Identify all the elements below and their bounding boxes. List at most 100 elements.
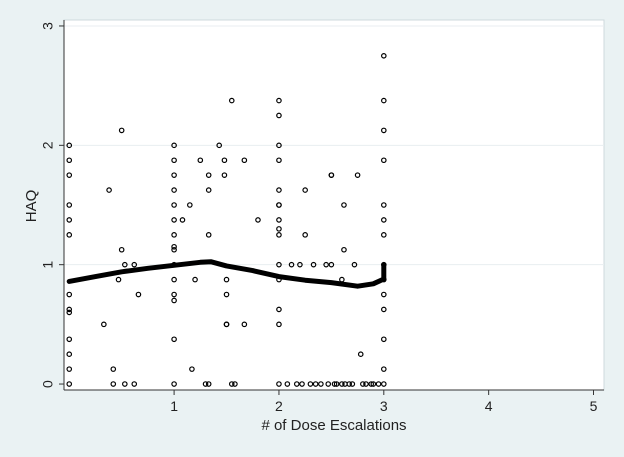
data-point [192,276,198,283]
y-tick-label: 3 [40,22,56,30]
data-point [221,157,228,164]
data-point [66,142,73,149]
data-point [197,157,204,164]
data-point [66,157,73,164]
data-point [171,142,177,149]
data-point [66,202,73,208]
data-point [66,336,73,343]
data-point [171,157,177,164]
data-point [223,291,230,298]
data-point [276,187,282,193]
data-point [171,232,177,238]
x-tick-label: 5 [590,398,598,414]
data-point [276,321,282,328]
data-point [135,291,142,298]
data-point [302,232,308,238]
data-point [187,202,193,208]
data-point [276,232,282,238]
data-point [228,381,235,387]
fit-line [66,259,387,289]
data-point [381,53,387,59]
data-point [381,381,387,387]
data-point [318,381,324,387]
data-point [381,127,387,134]
data-point [297,261,303,268]
data-point [357,351,364,357]
data-point [341,246,347,253]
data-point [205,232,212,238]
data-point [354,172,361,178]
data-point [101,321,107,328]
data-point [171,381,177,387]
data-point [131,261,138,268]
data-point [302,187,308,193]
data-point [381,336,387,343]
data-point [276,217,282,223]
data-point [118,127,125,134]
data-point [346,381,353,387]
data-point [171,202,177,208]
data-point [122,381,128,387]
data-point [66,232,73,238]
data-point [205,187,212,193]
data-point [255,217,261,223]
data-point [360,381,366,387]
data-point [276,157,282,164]
data-point [66,291,73,298]
data-point [223,321,230,328]
data-point [331,381,338,387]
data-point [202,381,209,387]
data-point [241,321,248,328]
data-point [323,261,329,268]
data-point [276,381,282,387]
data-point [228,97,235,104]
data-point [66,351,73,357]
data-point [122,261,128,268]
data-point [307,381,314,387]
data-point [66,172,73,178]
x-tick-label: 3 [380,398,388,414]
data-point [66,381,73,387]
data-point [312,381,319,387]
data-point [381,291,387,298]
data-point [370,381,377,387]
data-point [341,202,347,208]
x-tick-label: 4 [485,398,493,414]
data-point [328,261,335,268]
x-axis-label: # of Dose Escalations [261,417,406,434]
data-point [339,381,345,387]
data-point [241,157,248,164]
y-axis-label: HAQ [23,190,40,223]
data-point [381,97,387,104]
data-point [66,217,73,223]
data-point [276,306,282,313]
data-point [375,381,382,387]
data-point [66,306,73,313]
data-point [171,291,177,298]
data-point [110,366,117,372]
data-point [171,336,177,343]
data-point [223,276,230,283]
y-tick-label: 2 [40,141,56,149]
data-point [293,381,300,387]
y-tick-label: 0 [40,380,56,388]
data-point [115,276,122,283]
y-tick-label: 1 [40,261,56,269]
data-point [189,366,195,372]
data-point [205,381,212,387]
data-point [284,381,291,387]
data-point [66,309,73,316]
data-point [351,261,358,268]
data-point [171,276,177,283]
data-point [171,243,177,250]
data-point [118,246,125,253]
data-point [216,142,222,149]
data-point [66,366,73,372]
data-point [381,232,387,238]
data-point [381,157,387,164]
smooth-line [66,259,387,289]
data-point [299,381,305,387]
data-point [276,226,282,232]
